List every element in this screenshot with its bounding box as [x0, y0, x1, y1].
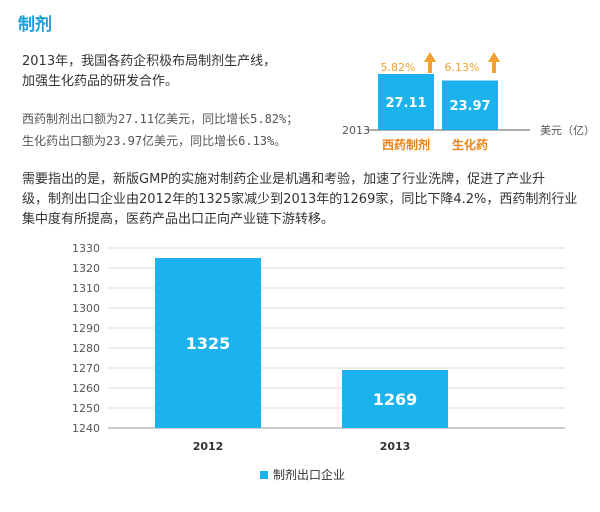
- x-tick-label: 2012: [193, 440, 224, 453]
- growth-label: 6.13%: [445, 61, 480, 74]
- category-label: 生化药: [452, 137, 488, 152]
- stat-line: 西药制剂出口额为27.11亿美元，同比增长5.82%；: [22, 112, 299, 126]
- bar: [342, 370, 448, 428]
- intro-paragraph: 2013年，我国各药企积极布局制剂生产线， 加强生化药品的研发合作。: [22, 52, 276, 92]
- body-line: 级，制剂出口企业由2012年的1325家减少到2013年的1269家，同比下降4…: [22, 192, 578, 207]
- y-tick-label: 1270: [72, 362, 100, 375]
- y-tick-label: 1250: [72, 402, 100, 415]
- stats-paragraph: 西药制剂出口额为27.11亿美元，同比增长5.82%； 生化药出口额为23.97…: [22, 108, 298, 152]
- intro-line: 加强生化药品的研发合作。: [22, 74, 179, 89]
- x-tick-label: 2013: [380, 440, 411, 453]
- body-paragraph: 需要指出的是，新版GMP的实施对制药企业是机遇和考验，加速了行业洗牌，促进了产业…: [22, 170, 582, 230]
- bar-value-label: 1269: [373, 390, 418, 409]
- up-arrow-icon: [488, 52, 500, 62]
- y-tick-label: 1290: [72, 322, 100, 335]
- year-label: 2013: [342, 124, 370, 137]
- bar: [155, 258, 261, 428]
- bar-value-label: 27.11: [385, 96, 426, 111]
- growth-label: 5.82%: [381, 61, 416, 74]
- y-tick-label: 1320: [72, 262, 100, 275]
- bar: [378, 74, 434, 130]
- bar-value-label: 23.97: [449, 99, 490, 114]
- stat-line: 生化药出口额为23.97亿美元，同比增长6.13%。: [22, 134, 287, 148]
- legend-label: 制剂出口企业: [273, 467, 345, 482]
- body-line: 需要指出的是，新版GMP的实施对制药企业是机遇和考验，加速了行业洗牌，促进了产业…: [22, 172, 546, 187]
- category-label: 西药制剂: [382, 137, 430, 152]
- y-tick-label: 1300: [72, 302, 100, 315]
- enterprise-count-chart: 1330 1320 1310 1300 1290 1280 1270 1260 1250 1240…: [72, 242, 565, 482]
- legend-swatch: [260, 471, 268, 479]
- bar-value-label: 1325: [186, 334, 231, 353]
- up-arrow-icon: [424, 52, 436, 62]
- y-tick-label: 1280: [72, 342, 100, 355]
- bar: [442, 80, 498, 130]
- y-tick-label: 1310: [72, 282, 100, 295]
- y-tick-label: 1260: [72, 382, 100, 395]
- y-tick-label: 1330: [72, 242, 100, 255]
- up-arrow-icon: [492, 62, 496, 73]
- up-arrow-icon: [428, 62, 432, 73]
- body-line: 集中度有所提高，医药产品出口正向产业链下游转移。: [22, 212, 335, 227]
- y-tick-label: 1240: [72, 422, 100, 435]
- intro-line: 2013年，我国各药企积极布局制剂生产线，: [22, 54, 277, 69]
- export-value-chart: 2013 美元（亿） 27.11 5.82% 西药制剂 23.97 6.13% 生化药: [342, 52, 588, 152]
- section-title: 制剂: [18, 15, 52, 35]
- unit-label: 美元（亿）: [540, 124, 588, 137]
